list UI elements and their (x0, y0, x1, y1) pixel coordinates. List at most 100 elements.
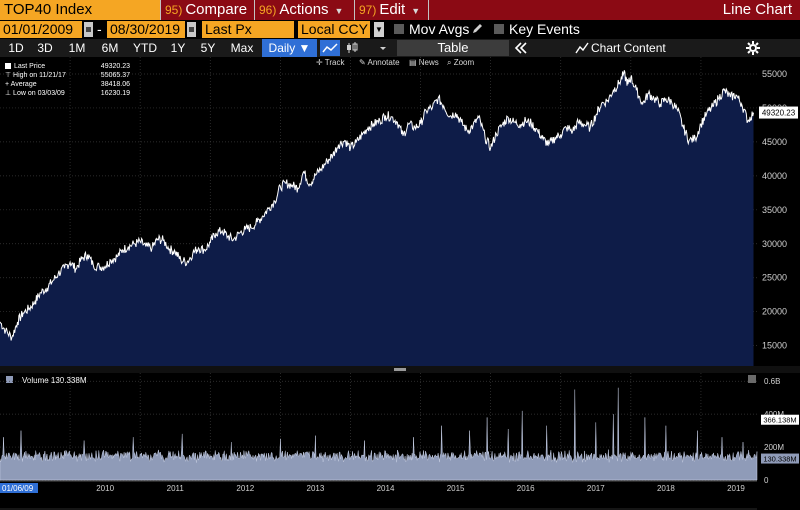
key-events-checkbox[interactable] (494, 24, 504, 34)
price-line (0, 70, 754, 341)
annotate-tool[interactable]: ✎ Annotate (359, 58, 400, 67)
calendar-icon[interactable] (187, 22, 196, 37)
legend-average: + Average 38418.06 (5, 81, 130, 88)
x-tick-label: 2019 (727, 484, 745, 493)
volume-tick-label: 200M (764, 443, 784, 452)
range-max[interactable]: Max (230, 41, 254, 55)
range-3d[interactable]: 3D (37, 41, 53, 55)
start-date-label: 01/06/09 (2, 484, 34, 493)
zoom-label: Zoom (453, 58, 475, 67)
zoom-tool[interactable]: ⌕ Zoom (447, 58, 475, 67)
volume-panel-close-icon[interactable] (748, 375, 756, 383)
range-ytd[interactable]: YTD (133, 41, 157, 55)
y-tick-label: 55000 (762, 69, 787, 79)
end-date-field[interactable]: 08/30/2019 (107, 21, 185, 38)
range-5y[interactable]: 5Y (200, 41, 216, 55)
volume-value-label: 130.338M (763, 455, 796, 464)
y-tick-label: 35000 (762, 205, 787, 215)
range-1m[interactable]: 1M (68, 41, 86, 55)
volume-value-flag (761, 414, 799, 425)
frequency-select[interactable]: Daily ▼ (262, 39, 317, 57)
y-tick-label: 30000 (762, 239, 787, 249)
news-label: News (418, 58, 439, 67)
chart-content-button[interactable]: Chart Content (591, 41, 666, 55)
compare-label: Compare (185, 1, 248, 18)
divider (254, 0, 255, 20)
y-tick-label: 45000 (762, 137, 787, 147)
pencil-icon[interactable] (471, 23, 483, 35)
calendar-icon[interactable] (84, 22, 93, 37)
track-tool[interactable]: ✛ Track (316, 58, 345, 67)
date-separator: - (97, 21, 102, 37)
y-tick-label: 20000 (762, 307, 787, 317)
x-tick-label: 2012 (236, 484, 254, 493)
divider (160, 0, 161, 20)
compare-number: 95) (165, 3, 183, 17)
line-chart-type-icon[interactable] (320, 40, 340, 56)
x-tick-label: 2018 (657, 484, 675, 493)
legend-value: 38418.06 (100, 81, 130, 88)
price-area (0, 70, 754, 367)
price-legend: Last Price 49320.23 ⊤ High on 11/21/17 5… (5, 62, 130, 98)
header-bar (0, 0, 800, 20)
key-events-label: Key Events (509, 21, 580, 37)
legend-last-price: Last Price 49320.23 (5, 62, 130, 71)
y-tick-label: 15000 (762, 341, 787, 351)
track-label: Track (324, 58, 345, 67)
panel-resize-handle[interactable] (394, 368, 406, 371)
divider (428, 0, 429, 20)
divider (354, 0, 355, 20)
actions-menu[interactable]: 96) Actions ▼ (259, 0, 343, 20)
start-date-flag (0, 483, 38, 493)
legend-label: High on 11/21/17 (13, 72, 66, 79)
collapse-double-chevron-icon[interactable] (513, 40, 529, 56)
legend-label: Low on 03/03/09 (13, 90, 65, 97)
mov-avgs-label: Mov Avgs (409, 21, 470, 37)
volume-value-label: 366.138M (763, 416, 796, 425)
volume-tick-label: 400M (764, 410, 784, 419)
currency-select[interactable]: Local CCY (298, 21, 370, 38)
volume-tick-label: 0.6B (764, 377, 780, 386)
edit-menu[interactable]: 97) Edit ▼ (359, 0, 420, 20)
actions-caret-icon: ▼ (334, 6, 344, 16)
last-value-flag (759, 106, 798, 119)
currency-dropdown-icon[interactable]: ▼ (374, 22, 384, 37)
view-title: Line Chart (722, 1, 792, 18)
range-1y[interactable]: 1Y (170, 41, 186, 55)
chart-type-dropdown-icon[interactable] (376, 40, 390, 56)
legend-value: 49320.23 (100, 63, 130, 70)
edit-label: Edit (379, 1, 406, 18)
x-tick-label: 2011 (167, 484, 185, 493)
news-tool[interactable]: ▤ News (409, 58, 439, 67)
legend-swatch (5, 63, 11, 70)
chart-content-icon[interactable] (575, 41, 589, 55)
candlestick-icon[interactable] (344, 40, 360, 56)
mov-avgs-checkbox[interactable] (394, 24, 404, 34)
x-tick-label: 2013 (307, 484, 325, 493)
range-6m[interactable]: 6M (101, 41, 119, 55)
y-tick-label: 40000 (762, 171, 787, 181)
last-value-label: 49320.23 (762, 109, 796, 118)
edit-number: 97) (359, 3, 377, 17)
legend-label: Last Price (14, 63, 46, 70)
legend-value: 16230.19 (100, 90, 130, 97)
range-1d[interactable]: 1D (8, 41, 24, 55)
actions-number: 96) (259, 3, 277, 17)
start-date-field[interactable]: 01/01/2009 (0, 21, 82, 38)
x-tick-label: 2017 (587, 484, 605, 493)
price-field-select[interactable]: Last Px (202, 21, 294, 38)
compare-menu[interactable]: 95) Compare (165, 0, 247, 20)
price-chart[interactable]: 1500020000250003000035000400004500050000… (0, 57, 800, 510)
table-button[interactable]: Table (397, 40, 509, 56)
legend-value: 55065.37 (100, 72, 130, 79)
legend-high: ⊤ High on 11/21/17 55065.37 (5, 72, 130, 79)
legend-label: Average (10, 81, 37, 88)
x-tick-label: 2014 (377, 484, 395, 493)
volume-area (0, 387, 758, 481)
settings-gear-icon[interactable] (746, 41, 760, 55)
volume-value-flag (761, 453, 799, 464)
volume-tick-label: 0 (764, 476, 769, 485)
ticker-field[interactable]: TOP40 Index (0, 0, 160, 20)
edit-caret-icon: ▼ (411, 6, 421, 16)
legend-low: ⊥ Low on 03/03/09 16230.19 (5, 90, 130, 97)
